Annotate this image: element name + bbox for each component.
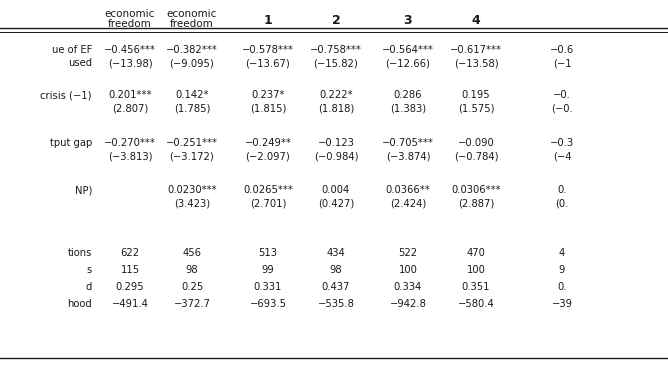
Text: 100: 100: [399, 265, 418, 275]
Text: 0.004: 0.004: [322, 185, 350, 195]
Text: 0.: 0.: [557, 282, 566, 292]
Text: (2.807): (2.807): [112, 103, 148, 113]
Text: tions: tions: [67, 248, 92, 258]
Text: 100: 100: [466, 265, 486, 275]
Text: −0.758***: −0.758***: [310, 45, 362, 55]
Text: −0.249**: −0.249**: [244, 138, 291, 148]
Text: 0.195: 0.195: [462, 90, 490, 100]
Text: 2: 2: [331, 14, 341, 27]
Text: −0.6: −0.6: [550, 45, 574, 55]
Text: 0.437: 0.437: [322, 282, 350, 292]
Text: 0.351: 0.351: [462, 282, 490, 292]
Text: (1.815): (1.815): [250, 103, 286, 113]
Text: −372.7: −372.7: [174, 299, 210, 309]
Text: −491.4: −491.4: [112, 299, 148, 309]
Text: used: used: [68, 58, 92, 68]
Text: 622: 622: [120, 248, 140, 258]
Text: (1.818): (1.818): [318, 103, 354, 113]
Text: 4: 4: [472, 14, 480, 27]
Text: 456: 456: [182, 248, 202, 258]
Text: 98: 98: [330, 265, 342, 275]
Text: 99: 99: [262, 265, 275, 275]
Text: 470: 470: [466, 248, 486, 258]
Text: (−13.67): (−13.67): [246, 58, 291, 68]
Text: 0.201***: 0.201***: [108, 90, 152, 100]
Text: −0.: −0.: [553, 90, 571, 100]
Text: (−1: (−1: [552, 58, 571, 68]
Text: 1: 1: [264, 14, 273, 27]
Text: 0.0230***: 0.0230***: [167, 185, 217, 195]
Text: 0.0306***: 0.0306***: [451, 185, 501, 195]
Text: (2.887): (2.887): [458, 198, 494, 208]
Text: (1.383): (1.383): [390, 103, 426, 113]
Text: s: s: [87, 265, 92, 275]
Text: 0.222*: 0.222*: [319, 90, 353, 100]
Text: (−3.874): (−3.874): [385, 151, 430, 161]
Text: (−0.784): (−0.784): [454, 151, 498, 161]
Text: 115: 115: [120, 265, 140, 275]
Text: ue of EF: ue of EF: [51, 45, 92, 55]
Text: crisis (−1): crisis (−1): [41, 90, 92, 100]
Text: (−0.984): (−0.984): [314, 151, 358, 161]
Text: 98: 98: [186, 265, 198, 275]
Text: freedom: freedom: [108, 19, 152, 29]
Text: (−2.097): (−2.097): [246, 151, 291, 161]
Text: d: d: [86, 282, 92, 292]
Text: (−13.58): (−13.58): [454, 58, 498, 68]
Text: 0.286: 0.286: [393, 90, 422, 100]
Text: −0.456***: −0.456***: [104, 45, 156, 55]
Text: freedom: freedom: [170, 19, 214, 29]
Text: NP): NP): [75, 185, 92, 195]
Text: (−13.98): (−13.98): [108, 58, 152, 68]
Text: −0.564***: −0.564***: [382, 45, 434, 55]
Text: −0.617***: −0.617***: [450, 45, 502, 55]
Text: 0.295: 0.295: [116, 282, 144, 292]
Text: −535.8: −535.8: [317, 299, 355, 309]
Text: 0.25: 0.25: [181, 282, 203, 292]
Text: −942.8: −942.8: [389, 299, 426, 309]
Text: −0.382***: −0.382***: [166, 45, 218, 55]
Text: 434: 434: [327, 248, 345, 258]
Text: 9: 9: [559, 265, 565, 275]
Text: 0.237*: 0.237*: [251, 90, 285, 100]
Text: economic: economic: [105, 9, 155, 19]
Text: −693.5: −693.5: [250, 299, 287, 309]
Text: 3: 3: [403, 14, 412, 27]
Text: (−0.: (−0.: [551, 103, 573, 113]
Text: −0.123: −0.123: [317, 138, 355, 148]
Text: (1.575): (1.575): [458, 103, 494, 113]
Text: (−4: (−4: [552, 151, 571, 161]
Text: −580.4: −580.4: [458, 299, 494, 309]
Text: 0.: 0.: [557, 185, 566, 195]
Text: −0.270***: −0.270***: [104, 138, 156, 148]
Text: hood: hood: [67, 299, 92, 309]
Text: economic: economic: [167, 9, 217, 19]
Text: (0.427): (0.427): [318, 198, 354, 208]
Text: −0.705***: −0.705***: [382, 138, 434, 148]
Text: (0.: (0.: [555, 198, 568, 208]
Text: 0.331: 0.331: [254, 282, 282, 292]
Text: 0.0265***: 0.0265***: [243, 185, 293, 195]
Text: (−3.172): (−3.172): [170, 151, 214, 161]
Text: 0.142*: 0.142*: [175, 90, 208, 100]
Text: (−12.66): (−12.66): [385, 58, 430, 68]
Text: −0.578***: −0.578***: [242, 45, 294, 55]
Text: tput gap: tput gap: [49, 138, 92, 148]
Text: −0.090: −0.090: [458, 138, 494, 148]
Text: −39: −39: [552, 299, 572, 309]
Text: (2.424): (2.424): [390, 198, 426, 208]
Text: 0.334: 0.334: [394, 282, 422, 292]
Text: −0.251***: −0.251***: [166, 138, 218, 148]
Text: (−15.82): (−15.82): [313, 58, 358, 68]
Text: 4: 4: [559, 248, 565, 258]
Text: (1.785): (1.785): [174, 103, 210, 113]
Text: (2.701): (2.701): [250, 198, 286, 208]
Text: −0.3: −0.3: [550, 138, 574, 148]
Text: (−3.813): (−3.813): [108, 151, 152, 161]
Text: (−9.095): (−9.095): [170, 58, 214, 68]
Text: 522: 522: [398, 248, 418, 258]
Text: (3.423): (3.423): [174, 198, 210, 208]
Text: 513: 513: [259, 248, 277, 258]
Text: 0.0366**: 0.0366**: [385, 185, 430, 195]
